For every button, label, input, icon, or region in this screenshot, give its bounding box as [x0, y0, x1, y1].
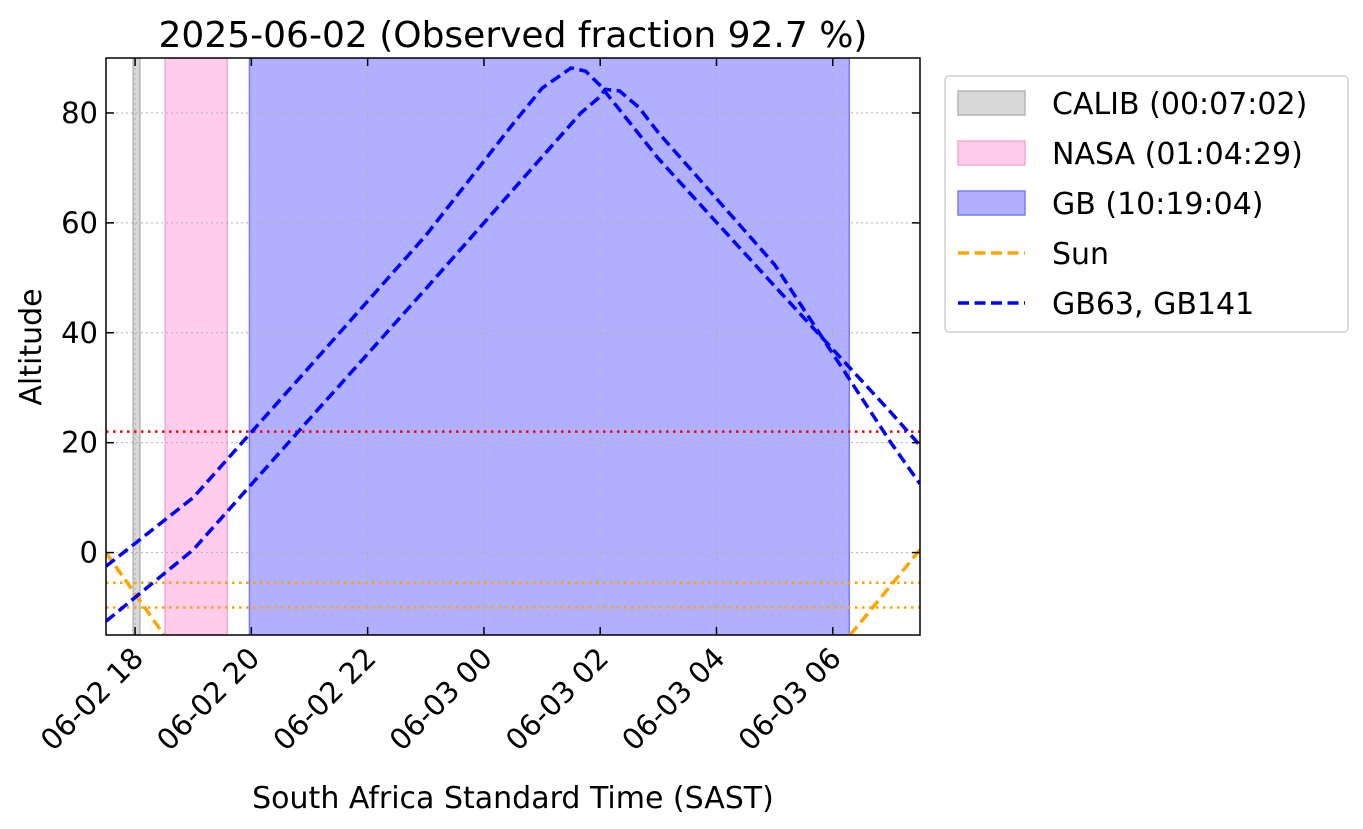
x-tick-label: 06-02 18 [34, 641, 150, 757]
chart-title: 2025-06-02 (Observed fraction 92.7 %) [159, 15, 868, 56]
y-tick-label: 20 [61, 426, 98, 460]
series-0-line-0 [106, 551, 166, 635]
span-1 [164, 58, 228, 635]
legend: CALIB (00:07:02) NASA (01:04:29) GB (10:19… [944, 75, 1349, 333]
legend-label-3: Sun [1052, 237, 1109, 272]
y-axis-label: Altitude [14, 288, 49, 405]
span-2 [248, 58, 851, 635]
series-0-line-1 [848, 548, 920, 635]
legend-swatch-1 [957, 140, 1026, 166]
x-tick-label: 06-02 22 [266, 641, 382, 757]
legend-label-1: NASA (01:04:29) [1052, 137, 1303, 172]
legend-label-2: GB (10:19:04) [1052, 187, 1264, 222]
plot-frame [105, 57, 921, 636]
y-tick-label: 80 [61, 96, 98, 130]
legend-box [944, 75, 1349, 333]
y-tick-label: 60 [61, 206, 98, 240]
x-tick-label: 06-03 04 [615, 641, 731, 757]
legend-swatch-0 [957, 90, 1026, 116]
y-tick-label: 0 [80, 536, 98, 570]
series-1-line-1 [106, 87, 920, 623]
legend-label-0: CALIB (00:07:02) [1052, 87, 1307, 122]
span-0 [132, 58, 141, 635]
series-1-line-0 [106, 66, 920, 568]
x-tick-label: 06-02 20 [150, 641, 266, 757]
plot-clip-group [106, 58, 920, 635]
legend-swatch-2 [957, 190, 1026, 216]
legend-label-4: GB63, GB141 [1052, 287, 1254, 322]
y-tick-label: 40 [61, 316, 98, 350]
x-tick-label: 06-03 06 [731, 641, 847, 757]
x-tick-label: 06-03 02 [499, 641, 615, 757]
x-tick-label: 06-03 00 [383, 641, 499, 757]
x-axis-label: South Africa Standard Time (SAST) [252, 781, 774, 816]
